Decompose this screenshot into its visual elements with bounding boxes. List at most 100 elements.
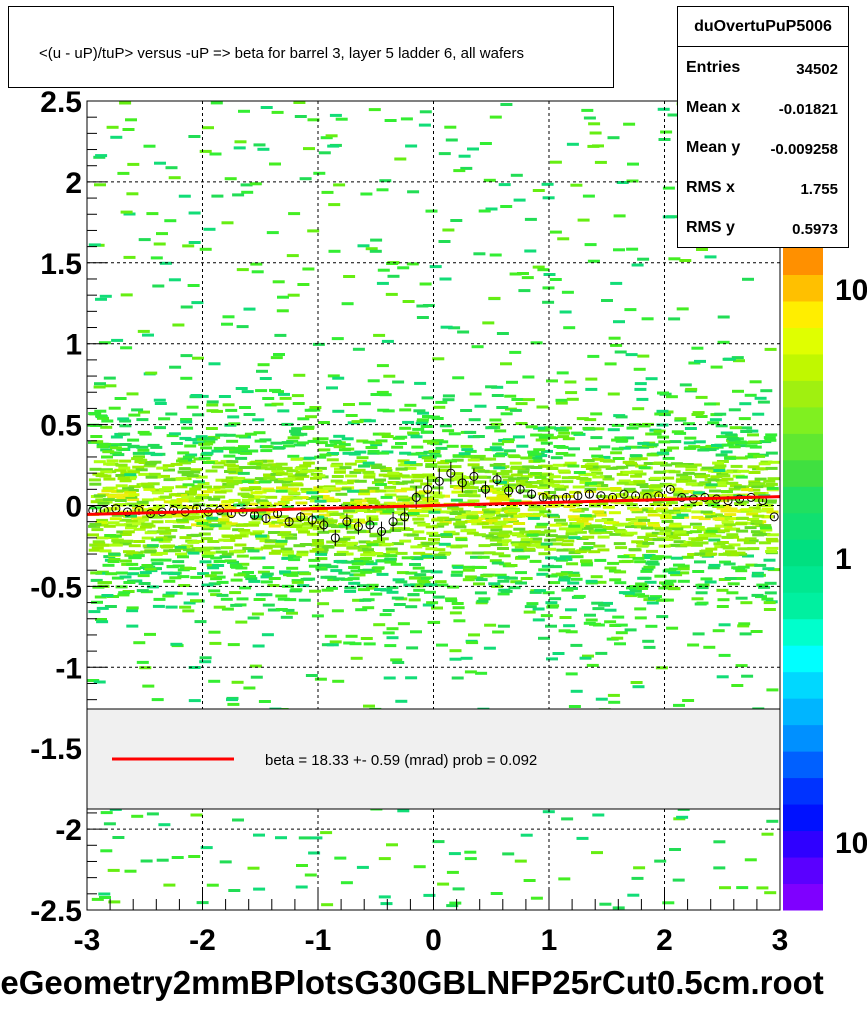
heatmap-cell bbox=[165, 591, 178, 595]
heatmap-cell bbox=[705, 552, 718, 556]
heatmap-cell bbox=[326, 565, 339, 569]
heatmap-cell bbox=[734, 502, 747, 506]
heatmap-cell bbox=[497, 575, 510, 579]
heatmap-cell bbox=[147, 482, 160, 486]
heatmap-cell bbox=[662, 456, 675, 460]
heatmap-cell bbox=[695, 415, 708, 418]
heatmap-cell bbox=[291, 523, 304, 527]
heatmap-cell bbox=[136, 418, 149, 422]
heatmap-cell bbox=[751, 485, 764, 489]
heatmap-cell bbox=[362, 470, 375, 474]
heatmap-cell bbox=[123, 255, 136, 259]
heatmap-cell bbox=[218, 526, 231, 530]
heatmap-cell bbox=[533, 532, 546, 536]
heatmap-cell bbox=[210, 577, 223, 581]
heatmap-cell bbox=[229, 563, 242, 567]
heatmap-cell bbox=[366, 543, 379, 547]
heatmap-cell bbox=[626, 247, 639, 251]
heatmap-cell bbox=[261, 633, 274, 637]
heatmap-cell bbox=[651, 531, 664, 535]
heatmap-cell bbox=[116, 489, 129, 493]
heatmap-cell bbox=[655, 666, 668, 670]
heatmap-cell bbox=[116, 447, 129, 451]
heatmap-cell bbox=[421, 396, 434, 400]
heatmap-cell bbox=[228, 498, 241, 502]
heatmap-cell bbox=[275, 462, 288, 466]
heatmap-cell bbox=[659, 528, 672, 532]
heatmap-cell bbox=[338, 448, 351, 452]
heatmap-cell bbox=[717, 340, 730, 344]
heatmap-cell bbox=[733, 359, 745, 363]
heatmap-cell bbox=[561, 817, 574, 821]
heatmap-cell bbox=[449, 901, 462, 905]
heatmap-cell bbox=[125, 526, 137, 530]
heatmap-cell bbox=[125, 514, 137, 518]
heatmap-cell bbox=[704, 255, 717, 259]
heatmap-cell bbox=[390, 658, 403, 662]
heatmap-cell bbox=[634, 616, 647, 620]
heatmap-cell bbox=[680, 477, 692, 481]
heatmap-cell bbox=[515, 422, 528, 425]
heatmap-cell bbox=[585, 581, 598, 585]
heatmap-cell bbox=[299, 177, 312, 181]
heatmap-cell bbox=[563, 548, 576, 552]
heatmap-cell bbox=[350, 569, 363, 573]
heatmap-cell bbox=[718, 474, 731, 478]
heatmap-cell bbox=[635, 457, 648, 461]
heatmap-cell bbox=[232, 818, 244, 822]
heatmap-cell bbox=[270, 441, 283, 445]
heatmap-cell bbox=[412, 517, 425, 521]
heatmap-cell bbox=[295, 885, 308, 889]
heatmap-cell bbox=[307, 118, 320, 122]
heatmap-cell bbox=[713, 466, 726, 470]
heatmap-cell bbox=[566, 587, 578, 590]
heatmap-cell bbox=[511, 543, 524, 547]
heatmap-cell bbox=[482, 508, 494, 512]
heatmap-cell bbox=[507, 509, 520, 513]
heatmap-cell bbox=[287, 474, 300, 478]
heatmap-cell bbox=[374, 483, 387, 486]
heatmap-cell bbox=[462, 482, 474, 486]
heatmap-cell bbox=[139, 432, 152, 436]
heatmap-cell bbox=[224, 470, 236, 473]
heatmap-cell bbox=[511, 548, 524, 552]
heatmap-cell bbox=[281, 550, 294, 554]
y-tick-label: 1.5 bbox=[40, 248, 82, 281]
heatmap-cell bbox=[671, 430, 684, 434]
heatmap-cell bbox=[249, 556, 262, 560]
heatmap-cell bbox=[449, 465, 462, 469]
heatmap-cell bbox=[159, 558, 172, 562]
heatmap-cell bbox=[176, 459, 188, 463]
heatmap-cell bbox=[291, 580, 304, 584]
heatmap-cell bbox=[221, 322, 233, 326]
heatmap-cell bbox=[353, 562, 366, 566]
heatmap-cell bbox=[255, 466, 268, 470]
heatmap-cell bbox=[584, 243, 597, 247]
heatmap-cell bbox=[437, 465, 450, 469]
heatmap-cell bbox=[550, 456, 563, 460]
heatmap-cell bbox=[249, 462, 262, 466]
heatmap-cell bbox=[382, 631, 395, 635]
heatmap-cell bbox=[190, 394, 203, 397]
heatmap-cell bbox=[299, 469, 312, 473]
heatmap-cell bbox=[546, 467, 559, 470]
heatmap-cell bbox=[115, 503, 128, 507]
heatmap-cell bbox=[456, 480, 469, 484]
heatmap-cell bbox=[201, 451, 214, 455]
heatmap-cell bbox=[335, 481, 348, 485]
heatmap-cell bbox=[376, 364, 389, 368]
heatmap-cell bbox=[748, 471, 761, 474]
heatmap-cell bbox=[133, 527, 146, 531]
heatmap-cell bbox=[190, 533, 203, 537]
heatmap-cell bbox=[322, 522, 335, 526]
heatmap-cell bbox=[698, 534, 711, 537]
heatmap-cell bbox=[186, 474, 199, 478]
heatmap-cell bbox=[248, 579, 261, 583]
heatmap-cell bbox=[761, 515, 774, 519]
heatmap-cell bbox=[549, 480, 562, 484]
heatmap-cell bbox=[766, 510, 779, 514]
heatmap-cell bbox=[112, 453, 125, 457]
heatmap-cell bbox=[88, 478, 101, 482]
heatmap-cell bbox=[245, 577, 258, 581]
heatmap-cell bbox=[711, 444, 723, 447]
